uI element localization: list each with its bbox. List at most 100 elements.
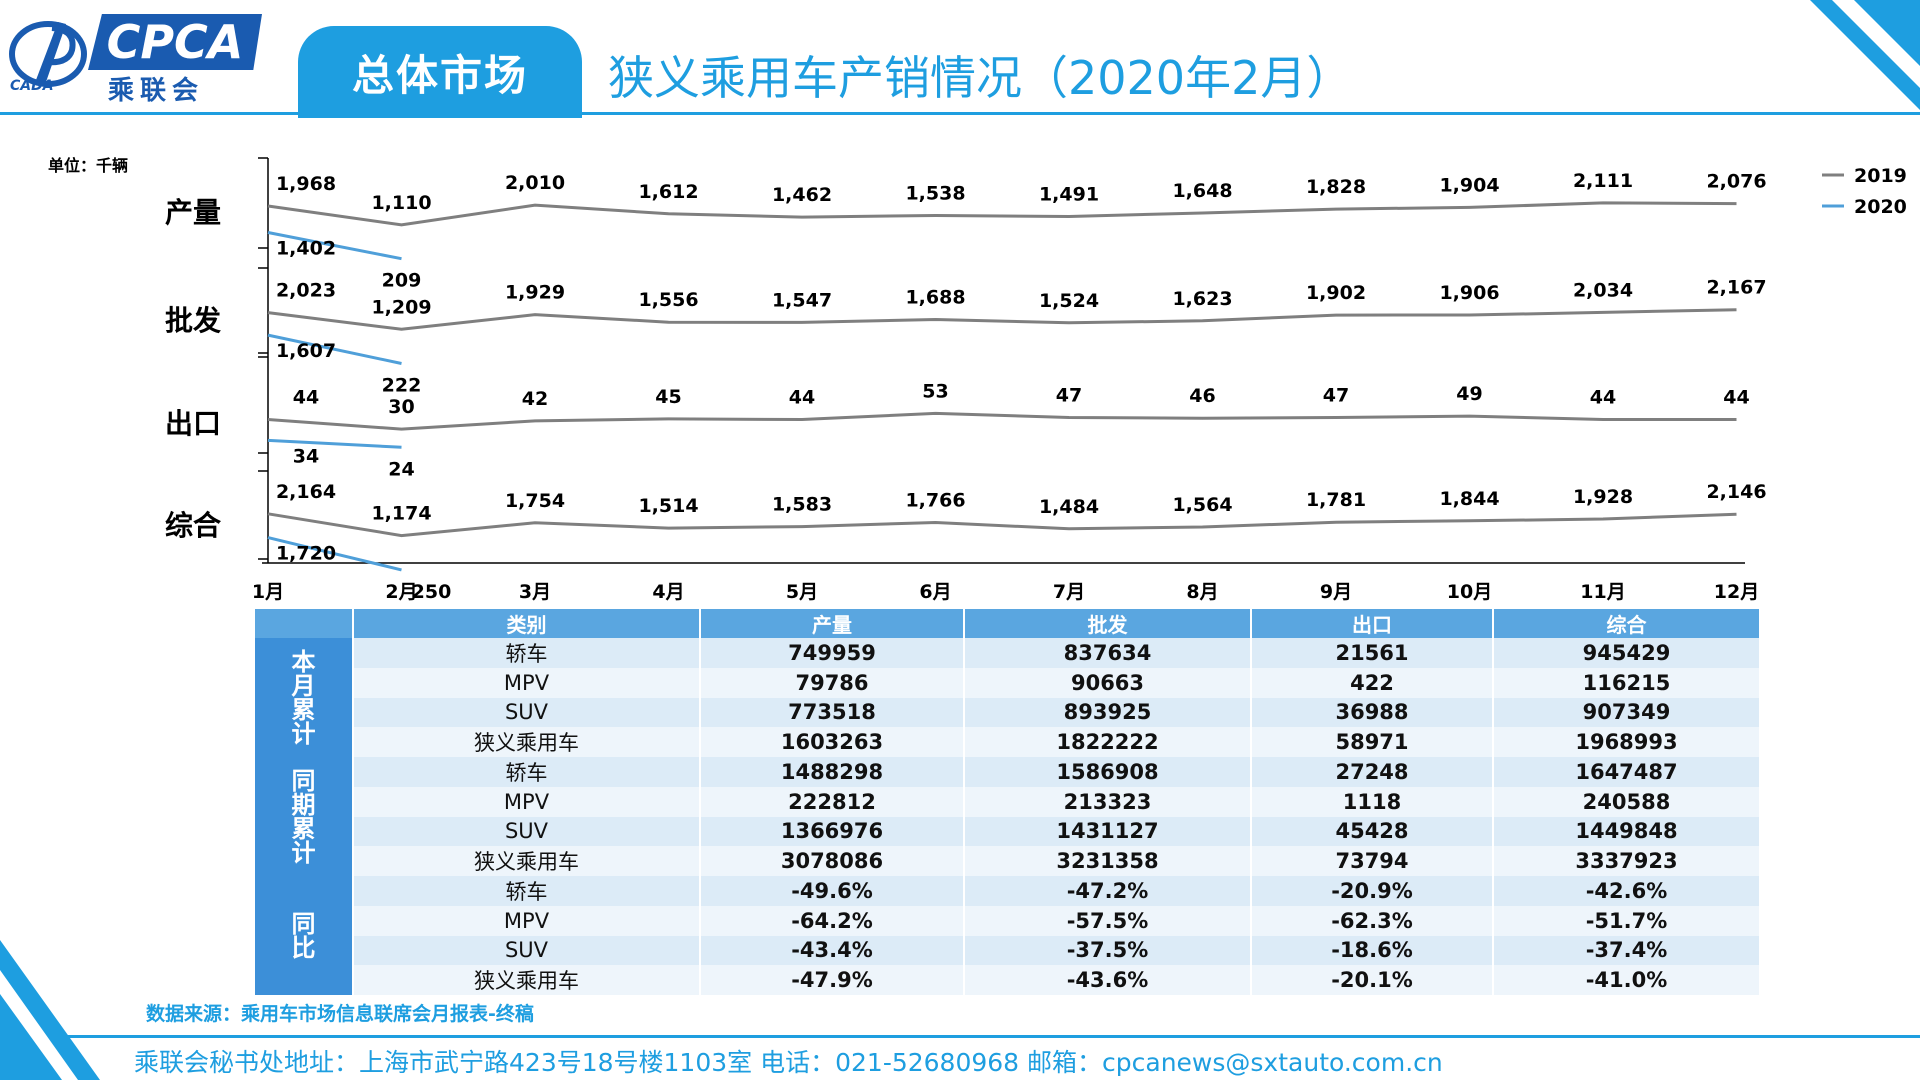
table-cell-value: 73794	[1252, 846, 1492, 876]
data-label-2019: 2,164	[276, 481, 336, 503]
data-label-2019: 1,484	[1039, 496, 1099, 518]
table-cell-value: -37.5%	[965, 935, 1250, 965]
table-cell-value: -37.4%	[1494, 935, 1759, 965]
panel-name-label: 综合	[165, 509, 222, 542]
series-line-2019	[267, 411, 1737, 431]
table-cell-value: 1488298	[701, 757, 963, 787]
table-cell-value: -43.6%	[965, 965, 1250, 995]
unit-label: 单位：千辆	[48, 156, 129, 175]
x-tick-label: 9月	[1320, 581, 1352, 603]
table-header-category: 类别	[354, 609, 699, 638]
table-header-production: 产量	[701, 609, 963, 638]
data-label-2019: 44	[1723, 387, 1749, 409]
table-cell-value: 222812	[701, 787, 963, 817]
table-cell-value: -64.2%	[701, 906, 963, 936]
table-cell-category: MPV	[354, 906, 699, 936]
table-cell-value: 1968993	[1494, 727, 1759, 757]
series-line-2019	[267, 308, 1737, 331]
panel-name-label: 出口	[165, 407, 221, 440]
corner-decoration-bottom-left	[0, 940, 100, 1080]
table-cell-value: 907349	[1494, 697, 1759, 727]
table-row: MPV -64.2% -57.5% -62.3% -51.7%	[255, 906, 1759, 936]
table-cell-value: 837634	[965, 638, 1250, 668]
series-line-2020	[267, 231, 402, 261]
table-cell-value: 213323	[965, 787, 1250, 817]
data-label-2020: 1,607	[276, 340, 336, 362]
data-label-2019: 1,612	[638, 181, 698, 203]
table-cell-category: 轿车	[354, 638, 699, 668]
table-cell-value: 1449848	[1494, 816, 1759, 846]
table-cell-value: 58971	[1252, 727, 1492, 757]
table-cell-category: SUV	[354, 697, 699, 727]
data-label-2019: 1,648	[1172, 180, 1232, 202]
footer-contact: 乘联会秘书处地址：上海市武宁路423号18号楼1103室 电话：021-5268…	[134, 1048, 1443, 1077]
table-cell-value: 1647487	[1494, 757, 1759, 787]
series-line-2020	[267, 333, 402, 365]
table-cell-value: 79786	[701, 668, 963, 698]
x-tick-label: 5月	[786, 581, 818, 603]
data-label-2019: 1,174	[371, 503, 431, 525]
table-cell-value: 3337923	[1494, 846, 1759, 876]
table-cell-value: -20.9%	[1252, 876, 1492, 906]
table-cell-value: 1822222	[965, 727, 1250, 757]
data-label-2019: 49	[1456, 383, 1482, 405]
data-source-note: 数据来源：乘用车市场信息联席会月报表-终稿	[146, 1003, 534, 1025]
logo-chinese-name: 乘联会	[108, 76, 205, 106]
table-cell-value: 36988	[1252, 697, 1492, 727]
x-tick-label: 3月	[519, 581, 551, 603]
data-label-2019: 1,538	[905, 182, 965, 204]
panel-name-label: 产量	[165, 196, 221, 229]
data-label-2019: 1,564	[1172, 494, 1232, 516]
data-label-2019: 44	[789, 387, 815, 409]
data-label-2019: 1,491	[1039, 183, 1099, 205]
table-cell-value: -20.1%	[1252, 965, 1492, 995]
series-line-2020	[267, 438, 402, 449]
table-cell-value: 45428	[1252, 816, 1492, 846]
table-row: SUV 1366976 1431127 45428 1449848	[255, 816, 1759, 846]
x-tick-label: 4月	[652, 581, 684, 603]
data-label-2019: 1,209	[371, 296, 431, 318]
table-row: MPV 222812 213323 1118 240588	[255, 787, 1759, 817]
table-cell-value: 1118	[1252, 787, 1492, 817]
table-cell-value: 27248	[1252, 757, 1492, 787]
table-cell-value: 749959	[701, 638, 963, 668]
cpca-logo-text: CPCA	[88, 14, 262, 70]
table-cell-category: SUV	[354, 935, 699, 965]
table-cell-category: MPV	[354, 668, 699, 698]
group-label-text: 本月累计	[291, 647, 316, 748]
x-tick-label: 7月	[1053, 581, 1085, 603]
data-label-2019: 2,076	[1706, 171, 1766, 193]
data-label-2019: 1,781	[1306, 489, 1366, 511]
header-divider	[0, 112, 1920, 115]
data-label-2019: 46	[1189, 385, 1215, 407]
data-label-2020: 34	[293, 445, 319, 467]
data-label-2020: 1,402	[276, 237, 336, 259]
data-label-2019: 44	[1590, 387, 1616, 409]
corner-decoration-top-right	[1810, 0, 1920, 110]
data-label-2019: 44	[293, 387, 319, 409]
table-cell-value: -41.0%	[1494, 965, 1759, 995]
data-label-2019: 1,844	[1439, 488, 1499, 510]
data-label-2019: 53	[922, 380, 948, 402]
table-row: 同比 轿车 -49.6% -47.2% -20.9% -42.6%	[255, 876, 1759, 995]
data-label-2019: 1,514	[638, 495, 698, 517]
table-cell-value: 90663	[965, 668, 1250, 698]
data-label-2019: 2,146	[1706, 481, 1766, 503]
table-cell-category: MPV	[354, 787, 699, 817]
data-label-2019: 2,034	[1573, 279, 1633, 301]
x-tick-label: 2月	[385, 581, 417, 603]
footer-divider	[0, 1035, 1920, 1038]
data-label-2019: 2,010	[505, 172, 565, 194]
x-tick-label: 11月	[1580, 581, 1625, 603]
table-cell-value: 21561	[1252, 638, 1492, 668]
data-label-2019: 2,167	[1706, 277, 1766, 299]
cada-logo-text: CADA	[10, 78, 54, 94]
table-header-wholesale: 批发	[965, 609, 1250, 638]
table-cell-value: -47.2%	[965, 876, 1250, 906]
data-label-2019: 1,583	[772, 494, 832, 516]
table-row: 狭义乘用车 -47.9% -43.6% -20.1% -41.0%	[255, 965, 1759, 995]
data-label-2019: 2,023	[276, 280, 336, 302]
data-label-2020: 24	[388, 458, 414, 480]
data-label-2019: 47	[1056, 384, 1082, 406]
x-tick-label: 8月	[1186, 581, 1218, 603]
